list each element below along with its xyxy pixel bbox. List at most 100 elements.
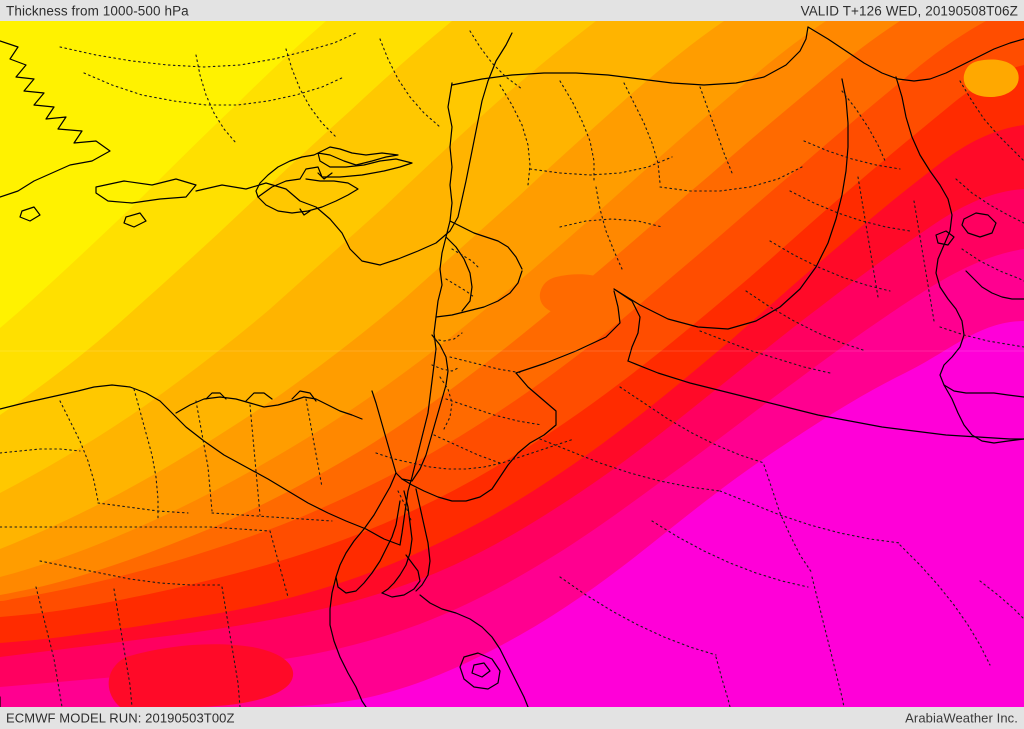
coast-aegean-islands bbox=[95, 178, 197, 204]
coast-aegean bbox=[0, 40, 111, 198]
border-saudi-iraq bbox=[627, 360, 1024, 440]
admin-sinai-2 bbox=[397, 490, 413, 524]
coast-cyprus-south bbox=[257, 178, 359, 214]
band-fill-12 bbox=[0, 21, 1024, 707]
coast-nile-delta bbox=[175, 396, 363, 420]
coast-delta-detail-3 bbox=[291, 390, 317, 402]
admin-lebanon-2 bbox=[445, 278, 475, 298]
coast-levant bbox=[399, 82, 453, 546]
admin-turkey-1 bbox=[59, 32, 357, 68]
page-title: Thickness from 1000-500 hPa bbox=[6, 3, 189, 18]
admin-saudi-8 bbox=[559, 576, 717, 656]
admin-israel-3 bbox=[439, 376, 453, 430]
band-fill-1 bbox=[0, 21, 452, 415]
admin-egypt-6 bbox=[0, 526, 271, 532]
border-iraq-iran bbox=[895, 76, 1024, 398]
admin-saudi-6 bbox=[899, 544, 991, 666]
admin-syria-3 bbox=[529, 156, 673, 176]
admin-saudi-3 bbox=[719, 490, 901, 544]
admin-iraq-2 bbox=[803, 140, 901, 170]
admin-syria-4 bbox=[623, 82, 661, 184]
coast-kuwait bbox=[965, 270, 1024, 300]
admin-turkey-3 bbox=[195, 54, 237, 144]
border-israel-jordan bbox=[401, 334, 449, 482]
admin-lebanon-1 bbox=[451, 248, 481, 270]
coast-cyprus bbox=[255, 146, 413, 198]
admin-iraq-3 bbox=[789, 190, 911, 232]
band-pocket-deep-orange bbox=[539, 274, 616, 316]
admin-iran-3 bbox=[961, 248, 1024, 282]
band-fill-7 bbox=[0, 21, 1024, 617]
coast-cyprus-tick-2 bbox=[317, 172, 333, 180]
admin-egypt-1 bbox=[59, 400, 99, 502]
border-turkey-syria bbox=[451, 26, 809, 86]
band-fill-3 bbox=[0, 21, 724, 549]
admin-saudi-7 bbox=[811, 576, 845, 707]
band-fill-10 bbox=[0, 21, 1024, 687]
coast-southern-turkey bbox=[195, 32, 513, 266]
coastline-layer bbox=[0, 26, 1024, 707]
admin-saudi-2 bbox=[619, 386, 765, 464]
band-fill-6 bbox=[0, 21, 986, 601]
coast-red-sea-inlet-detail bbox=[471, 662, 491, 678]
admin-iran-2 bbox=[955, 178, 1024, 224]
admin-saudi-9 bbox=[715, 656, 731, 707]
coast-red-sea-inlet bbox=[459, 652, 501, 690]
thickness-contour-plot bbox=[0, 21, 1024, 707]
admin-jordan-2 bbox=[445, 398, 543, 426]
admin-iraq-4 bbox=[769, 240, 891, 292]
band-fill-11 bbox=[0, 21, 1024, 707]
coast-red-sea-east bbox=[419, 594, 529, 707]
coast-island-small-1 bbox=[19, 206, 41, 222]
coast-delta-detail-2 bbox=[245, 392, 273, 402]
admin-syria-6 bbox=[699, 86, 733, 174]
admin-egypt-10 bbox=[35, 586, 63, 707]
band-fill-8 bbox=[0, 21, 1024, 643]
coast-island-small-2 bbox=[123, 212, 147, 228]
coast-egypt-north bbox=[0, 384, 401, 546]
valid-time-label: VALID T+126 WED, 20190508T06Z bbox=[800, 3, 1018, 18]
admin-egypt-7 bbox=[211, 512, 333, 522]
border-israel-lebanon bbox=[435, 270, 523, 318]
admin-turkey-5 bbox=[379, 38, 441, 128]
coast-red-sea-west bbox=[329, 576, 367, 707]
admin-egypt-2 bbox=[133, 388, 159, 522]
admin-egypt-9 bbox=[39, 560, 221, 586]
admin-saudi-10 bbox=[979, 580, 1024, 620]
coast-cyprus-tick-1 bbox=[299, 208, 311, 216]
border-jordan-iraq bbox=[613, 288, 641, 362]
model-run-label: ECMWF MODEL RUN: 20190503T00Z bbox=[6, 710, 235, 726]
admin-egypt-13 bbox=[0, 448, 81, 454]
weather-map-canvas[interactable] bbox=[0, 21, 1024, 707]
admin-iraq-9 bbox=[939, 326, 1024, 348]
admin-egypt-8 bbox=[97, 502, 189, 514]
admin-saudi-1 bbox=[539, 438, 721, 492]
coast-persian-gulf bbox=[943, 384, 1024, 444]
admin-egypt-12 bbox=[221, 586, 241, 707]
band-fill-2 bbox=[0, 21, 596, 493]
admin-saudi-5 bbox=[651, 520, 809, 588]
admin-syria-7 bbox=[595, 186, 623, 270]
header-bar: Thickness from 1000-500 hPa VALID T+126 … bbox=[0, 0, 1024, 21]
admin-sinai-1 bbox=[375, 438, 575, 470]
band-fill-0 bbox=[0, 21, 326, 328]
admin-iran-1 bbox=[959, 80, 1024, 162]
coast-delta-detail-1 bbox=[205, 392, 227, 400]
admin-iraq-1 bbox=[841, 90, 887, 164]
coast-sinai-east bbox=[381, 490, 413, 594]
border-syria-iraq bbox=[613, 78, 849, 330]
admin-jordan-1 bbox=[449, 356, 523, 374]
border-lebanon-syria bbox=[449, 220, 523, 270]
admin-turkey-2 bbox=[83, 72, 345, 106]
band-fill-4 bbox=[0, 21, 826, 577]
admin-egypt-5 bbox=[305, 398, 323, 488]
admin-boundary-layer bbox=[0, 30, 1024, 707]
admin-jordan-3 bbox=[433, 434, 501, 464]
admin-syria-2 bbox=[559, 80, 595, 182]
band-pocket-magenta-inset bbox=[749, 581, 967, 699]
admin-iraq-5 bbox=[745, 290, 867, 352]
admin-syria-1 bbox=[499, 84, 531, 186]
footer-bar: ECMWF MODEL RUN: 20190503T00Z ArabiaWeat… bbox=[0, 707, 1024, 729]
border-egypt-israel bbox=[371, 390, 397, 474]
